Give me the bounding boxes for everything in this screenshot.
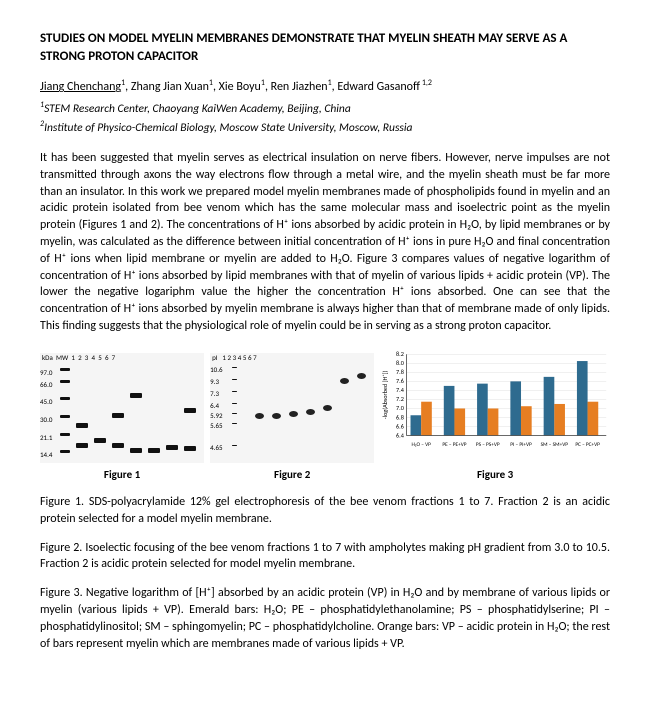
svg-text:-log(Absorbed [H⁺]): -log(Absorbed [H⁺]) [381,370,389,419]
svg-text:PC – PC+VP: PC – PC+VP [576,442,601,448]
author-3: Xie Boyu [219,80,261,94]
gel-image-2: pI 1 2 3 4 5 6 710.69.37.36.45.925.654.6… [210,353,374,463]
gel-image-1: kDa MW 1 2 3 4 5 6 797.066.045.030.021.1… [40,353,204,463]
author-4: Ren Jiazhen [271,80,328,94]
caption-2: Figure 2. Isoelectic focusing of the bee… [40,540,610,574]
figure-captions: Figure 1. SDS-polyacrylamide 12% gel ele… [40,494,610,652]
svg-text:8.2: 8.2 [396,350,404,358]
figure-3-label: Figure 3 [380,467,610,482]
figure-2-label: Figure 2 [210,467,374,482]
abstract-body: It has been suggested that myelin serves… [40,150,610,335]
svg-text:7.8: 7.8 [396,368,404,376]
svg-text:H₂O – VP: H₂O – VP [412,442,432,448]
figure-1-label: Figure 1 [40,467,204,482]
caption-3: Figure 3. Negative logarithm of [H⁺] abs… [40,585,610,652]
svg-text:PI – PI+VP: PI – PI+VP [510,442,532,448]
svg-text:SM – SM+VP: SM – SM+VP [541,442,569,448]
affiliation-2: 2Institute of Physico-Chemical Biology, … [40,119,610,136]
figure-2: pI 1 2 3 4 5 6 710.69.37.36.45.925.654.6… [210,353,374,482]
figure-1: kDa MW 1 2 3 4 5 6 797.066.045.030.021.1… [40,353,204,482]
author-1: Jiang Chenchang [40,80,121,94]
svg-text:6.8: 6.8 [396,413,404,421]
svg-text:7.2: 7.2 [396,395,404,403]
svg-text:6.6: 6.6 [396,422,404,430]
bar-chart: 6.46.66.87.07.27.47.67.88.08.2 -log(Absor… [380,347,610,457]
paper-title: STUDIES ON MODEL MYELIN MEMBRANES DEMONS… [40,30,610,66]
svg-text:6.4: 6.4 [396,431,405,439]
figure-3: 6.46.66.87.07.27.47.67.88.08.2 -log(Absor… [380,347,610,482]
caption-1: Figure 1. SDS-polyacrylamide 12% gel ele… [40,494,610,528]
authors-line: Jiang Chenchang1, Zhang Jian Xuan1, Xie … [40,78,610,96]
svg-text:PS – PS+VP: PS – PS+VP [476,442,500,448]
svg-text:7.6: 7.6 [396,377,404,385]
author-5: Edward Gasanoff [337,80,420,94]
affiliation-1: 1STEM Research Center, Chaoyang KaiWen A… [40,100,610,117]
svg-text:8.0: 8.0 [396,359,404,367]
svg-text:7.0: 7.0 [396,404,404,412]
figures-row: kDa MW 1 2 3 4 5 6 797.066.045.030.021.1… [40,347,610,482]
author-2: Zhang Jian Xuan [131,80,209,94]
svg-text:7.4: 7.4 [396,386,405,394]
svg-text:PE – PE+VP: PE – PE+VP [443,442,467,448]
